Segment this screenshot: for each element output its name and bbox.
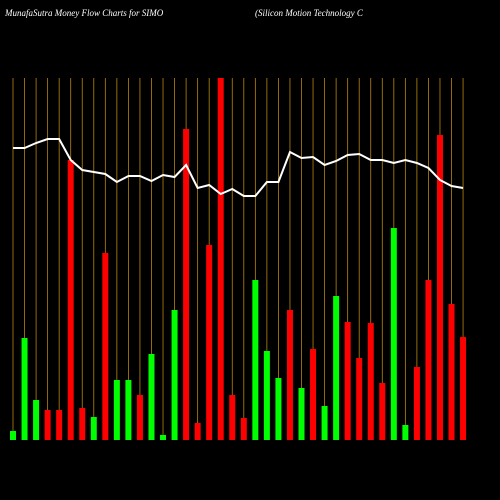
chart-subtitle: (Silicon Motion Technology C bbox=[255, 8, 364, 18]
bar bbox=[379, 383, 386, 440]
bar bbox=[194, 423, 201, 440]
bar bbox=[90, 417, 97, 440]
bar bbox=[425, 280, 432, 440]
bar bbox=[367, 323, 374, 440]
chart-title: MunafaSutra Money Flow Charts for SIMO bbox=[4, 8, 164, 18]
bar bbox=[102, 253, 109, 440]
bar bbox=[333, 296, 340, 440]
bar bbox=[448, 304, 455, 440]
bar bbox=[263, 351, 270, 440]
bar bbox=[10, 431, 16, 440]
bar bbox=[136, 395, 143, 440]
bar bbox=[321, 406, 328, 440]
bar bbox=[44, 410, 51, 440]
bar bbox=[21, 338, 28, 440]
bar bbox=[206, 245, 213, 440]
bar bbox=[160, 435, 167, 440]
bar bbox=[252, 280, 259, 440]
money-flow-line bbox=[13, 138, 464, 197]
bar bbox=[56, 410, 63, 440]
bar bbox=[344, 322, 351, 440]
bar bbox=[436, 135, 443, 440]
bar bbox=[183, 129, 190, 440]
bar bbox=[310, 349, 317, 440]
bar bbox=[413, 367, 420, 440]
bar bbox=[171, 310, 178, 440]
bar bbox=[356, 358, 363, 440]
bar bbox=[148, 354, 155, 440]
bar bbox=[275, 378, 282, 440]
bar bbox=[390, 228, 397, 440]
bar bbox=[113, 380, 120, 440]
bar bbox=[217, 78, 224, 440]
bar bbox=[67, 160, 74, 440]
bar bbox=[460, 337, 467, 440]
bar bbox=[286, 310, 293, 440]
bar bbox=[33, 400, 40, 440]
bar bbox=[402, 425, 409, 440]
bar bbox=[79, 408, 86, 440]
bar bbox=[125, 380, 132, 440]
bar bbox=[240, 418, 247, 440]
bar bbox=[229, 395, 236, 440]
bar bbox=[298, 388, 305, 440]
